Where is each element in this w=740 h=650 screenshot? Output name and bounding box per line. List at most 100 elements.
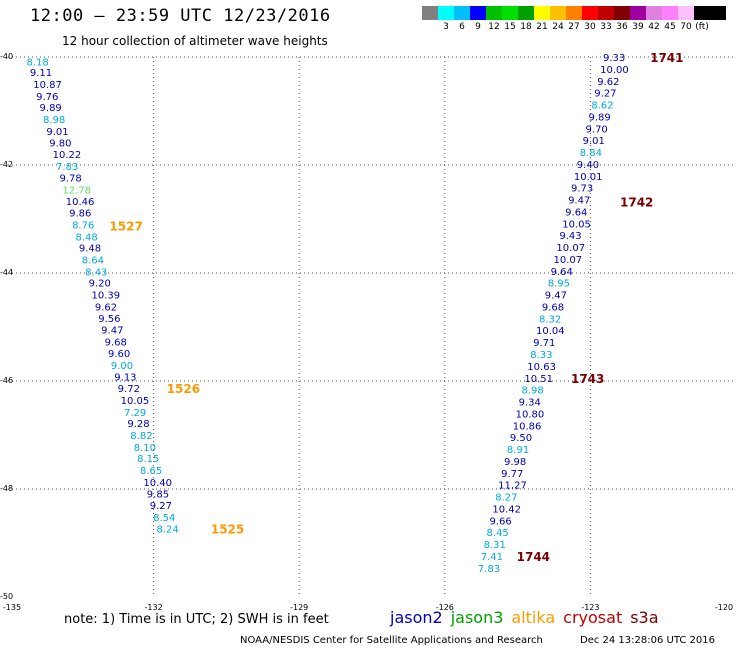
wave-height-value: 8.10	[134, 443, 156, 454]
credit-line: NOAA/NESDIS Center for Satellite Applica…	[240, 635, 543, 646]
wave-height-value: 9.43	[559, 231, 581, 242]
color-scale-cell	[678, 6, 694, 20]
wave-height-value: 7.29	[124, 408, 146, 419]
wave-height-value: 9.73	[571, 184, 593, 195]
wave-height-value: 9.47	[545, 291, 567, 302]
color-scale-cell	[582, 6, 598, 20]
legend-item-jason2: jason2	[390, 608, 443, 627]
wave-height-value: 10.80	[516, 409, 545, 420]
wave-height-value: 9.48	[79, 244, 101, 255]
wave-height-value: 9.66	[489, 516, 511, 527]
wave-height-value: 9.89	[588, 112, 610, 123]
wave-height-value: 9.78	[59, 173, 81, 184]
color-scale-tick: 24	[552, 22, 564, 32]
color-scale-cell	[502, 6, 518, 20]
wave-height-value: 10.86	[513, 421, 542, 432]
wave-height-value: 8.18	[26, 57, 48, 68]
wave-height-value: 7.83	[478, 564, 500, 575]
color-scale-cell	[614, 6, 630, 20]
color-scale-bar	[422, 6, 726, 20]
wave-height-value: 10.39	[91, 291, 120, 302]
color-scale-tick: 45	[664, 22, 676, 32]
color-scale-cell	[486, 6, 502, 20]
wave-height-value: 9.72	[118, 384, 140, 395]
pass-number-label: 1741	[650, 51, 683, 65]
wave-height-value: 12.78	[62, 185, 91, 196]
wave-height-value: 9.71	[533, 338, 555, 349]
wave-height-value: 10.05	[562, 219, 591, 230]
wave-height-value: 8.62	[591, 101, 613, 112]
wave-height-value: 9.47	[101, 326, 123, 337]
wave-height-value: 9.77	[501, 469, 523, 480]
legend-item-cryosat: cryosat	[563, 608, 623, 627]
color-scale-tick: 6	[459, 22, 465, 32]
color-scale-tick: 3	[443, 22, 449, 32]
color-scale-cell	[710, 6, 726, 20]
wave-height-value: 9.27	[594, 89, 616, 100]
wave-height-value: 10.46	[66, 197, 95, 208]
footer-note: note: 1) Time is in UTC; 2) SWH is in fe…	[64, 612, 329, 627]
wave-height-value: 10.07	[554, 255, 583, 266]
wave-height-value: 9.64	[565, 207, 587, 218]
wave-height-value: 8.48	[75, 232, 97, 243]
wave-height-value: 10.87	[33, 80, 62, 91]
wave-height-value: 8.65	[140, 466, 162, 477]
wave-height-value: 9.80	[49, 138, 71, 149]
wave-height-value: 9.13	[114, 373, 136, 384]
legend-item-altika: altika	[511, 608, 556, 627]
color-scale-cell	[630, 6, 646, 20]
wave-height-value: 9.01	[583, 136, 605, 147]
wave-height-value: 8.76	[72, 220, 94, 231]
color-scale-cell	[662, 6, 678, 20]
wave-height-value: 9.28	[127, 419, 149, 430]
longitude-label: -126	[435, 603, 454, 612]
wave-height-value: 8.45	[487, 528, 509, 539]
wave-height-value: 8.32	[539, 314, 561, 325]
color-scale-cell	[518, 6, 534, 20]
wave-height-value: 10.40	[143, 478, 172, 489]
wave-height-value: 8.43	[85, 267, 107, 278]
wave-height-value: 9.60	[108, 349, 130, 360]
pass-numbers: 1527 1526 1525 1741 1742 1743 1744	[109, 51, 683, 564]
wave-height-value: 8.84	[580, 148, 602, 159]
wave-height-value: 8.98	[43, 115, 65, 126]
wave-height-value: 9.47	[568, 196, 590, 207]
wave-height-value: 10.07	[556, 243, 585, 254]
wave-height-value: 9.85	[147, 489, 169, 500]
wave-height-value: 8.91	[507, 445, 529, 456]
color-scale-tick: 21	[536, 22, 548, 32]
latitude-label: -42	[0, 160, 14, 169]
color-scale-cell	[694, 6, 710, 20]
color-scale-cell	[454, 6, 470, 20]
wave-height-value: 10.22	[53, 150, 82, 161]
wave-height-value: 9.27	[150, 501, 172, 512]
wave-height-value: 9.64	[551, 267, 573, 278]
generation-timestamp: Dec 24 13:28:06 UTC 2016	[580, 635, 715, 646]
wave-height-value: 8.33	[530, 350, 552, 361]
wave-height-value: 9.86	[69, 209, 91, 220]
wave-height-value: 8.98	[521, 386, 543, 397]
color-scale-cell	[646, 6, 662, 20]
grid-lines	[8, 56, 736, 597]
color-scale-tick: 12	[488, 22, 500, 32]
color-scale-cell	[470, 6, 486, 20]
latitude-label: -40	[0, 52, 14, 61]
wave-height-value: 9.34	[519, 398, 541, 409]
wave-height-values: 8.189.1110.879.769.898.989.019.8010.227.…	[26, 53, 628, 575]
color-scale-tick: 42	[648, 22, 660, 32]
color-scale-tick: (ft)	[695, 22, 709, 32]
wave-height-value: 10.04	[536, 326, 565, 337]
color-scale-tick: 39	[632, 22, 644, 32]
longitude-label: -132	[144, 603, 163, 612]
page-title: 12:00 — 23:59 UTC 12/23/2016	[30, 6, 331, 26]
wave-height-value: 8.64	[82, 256, 104, 267]
color-scale-cell	[550, 6, 566, 20]
wave-height-value: 10.01	[574, 172, 603, 183]
satellite-legend: jason2 jason3 altika cryosat s3a	[390, 608, 667, 627]
latitude-label: -44	[0, 268, 14, 277]
wave-height-value: 7.41	[481, 552, 503, 563]
pass-number-label: 1526	[167, 382, 200, 396]
pass-number-label: 1527	[109, 219, 142, 233]
wave-height-value: 9.68	[105, 338, 127, 349]
